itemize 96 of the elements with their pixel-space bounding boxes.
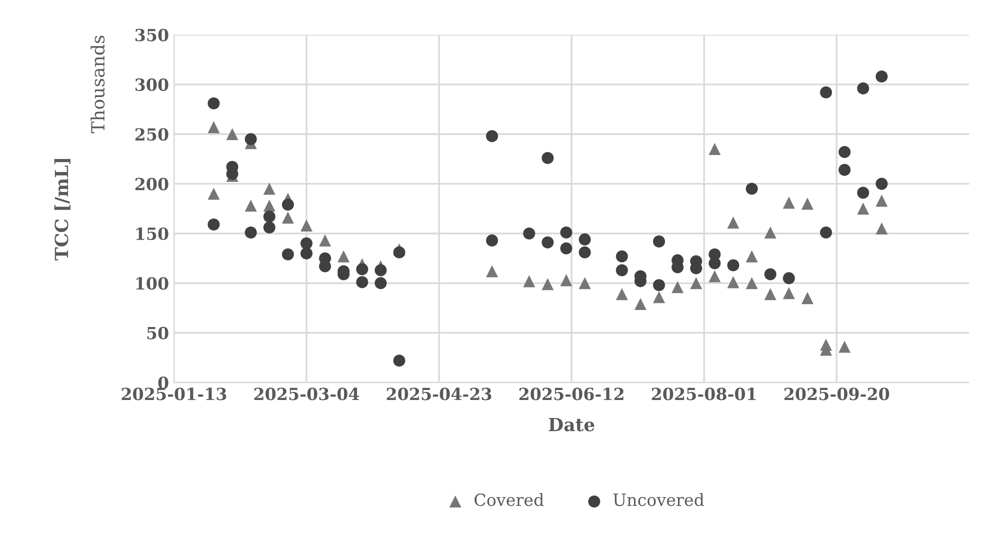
point — [263, 222, 276, 234]
point — [300, 237, 312, 250]
point — [690, 277, 702, 290]
point — [226, 128, 238, 140]
point — [560, 274, 572, 286]
x-tick-label: 2025-09-20 — [784, 388, 890, 400]
point — [356, 276, 368, 288]
point — [263, 200, 276, 212]
y-axis-title: TCC [/mL] — [54, 158, 70, 260]
x-tick-label: 2025-06-12 — [519, 388, 624, 400]
point — [876, 178, 888, 190]
point — [708, 257, 721, 270]
y-tick-label: 300 — [135, 78, 168, 92]
point — [820, 226, 832, 239]
point — [782, 272, 795, 284]
y-tick-label: 150 — [136, 227, 168, 240]
point — [300, 220, 312, 232]
point — [838, 164, 851, 176]
point — [653, 235, 666, 248]
point — [820, 86, 832, 98]
point — [746, 250, 758, 262]
point — [801, 292, 814, 304]
point — [764, 268, 776, 280]
point — [578, 277, 591, 290]
x-tick-label: 2025-04-23 — [386, 388, 492, 400]
x-tick-label: 2025-08-01 — [652, 388, 756, 400]
point — [282, 248, 294, 260]
point — [746, 182, 758, 195]
point — [708, 143, 721, 156]
point — [857, 186, 870, 199]
point — [727, 259, 740, 272]
point — [542, 236, 554, 248]
point — [300, 247, 312, 260]
legend-label: Uncovered — [613, 493, 704, 506]
text: Thousands — [90, 36, 105, 134]
x-axis-title: Date — [548, 418, 594, 432]
point — [356, 263, 368, 276]
point — [634, 298, 646, 310]
point — [208, 188, 220, 200]
point — [746, 277, 758, 290]
point — [876, 222, 888, 235]
point — [208, 121, 220, 134]
point — [578, 233, 591, 246]
point — [542, 278, 554, 290]
point — [486, 234, 498, 246]
point — [616, 288, 628, 300]
point — [486, 265, 498, 278]
point — [244, 200, 257, 212]
point — [486, 130, 498, 142]
y-tick-label: 100 — [136, 277, 168, 290]
point — [764, 226, 776, 239]
point — [319, 234, 332, 246]
point — [338, 250, 350, 262]
point — [672, 281, 684, 294]
y-tick-label: 250 — [135, 128, 168, 141]
point — [393, 354, 406, 367]
y-tick-label: 350 — [135, 28, 168, 42]
point — [653, 291, 666, 304]
point — [876, 70, 888, 83]
point — [560, 242, 572, 254]
point — [764, 288, 776, 300]
point — [801, 198, 814, 210]
point — [208, 218, 220, 231]
point — [263, 210, 276, 223]
legend-label: Covered — [474, 493, 544, 506]
point — [263, 182, 276, 195]
point — [838, 146, 851, 158]
point — [374, 277, 387, 290]
point — [244, 226, 257, 239]
point — [393, 246, 406, 258]
point — [857, 202, 870, 215]
point — [244, 133, 257, 146]
point — [782, 196, 795, 209]
point — [838, 340, 851, 353]
point — [727, 216, 740, 229]
point — [374, 264, 387, 276]
point — [282, 198, 294, 211]
x-tick-label: 2025-01-13 — [122, 388, 226, 400]
y-tick-label: 200 — [135, 178, 168, 190]
point — [727, 276, 740, 288]
point — [857, 82, 870, 94]
y-tick-label: 50 — [147, 326, 168, 340]
point — [616, 264, 628, 276]
point — [578, 246, 591, 258]
point — [560, 226, 572, 239]
point — [208, 97, 220, 110]
x-tick-label: 2025-03-04 — [254, 388, 360, 400]
point — [708, 270, 721, 282]
point — [653, 279, 666, 292]
point — [542, 152, 554, 164]
point — [782, 287, 795, 300]
point — [282, 212, 294, 224]
point — [523, 275, 536, 288]
point — [876, 194, 888, 207]
point — [523, 227, 536, 240]
point — [616, 250, 628, 262]
